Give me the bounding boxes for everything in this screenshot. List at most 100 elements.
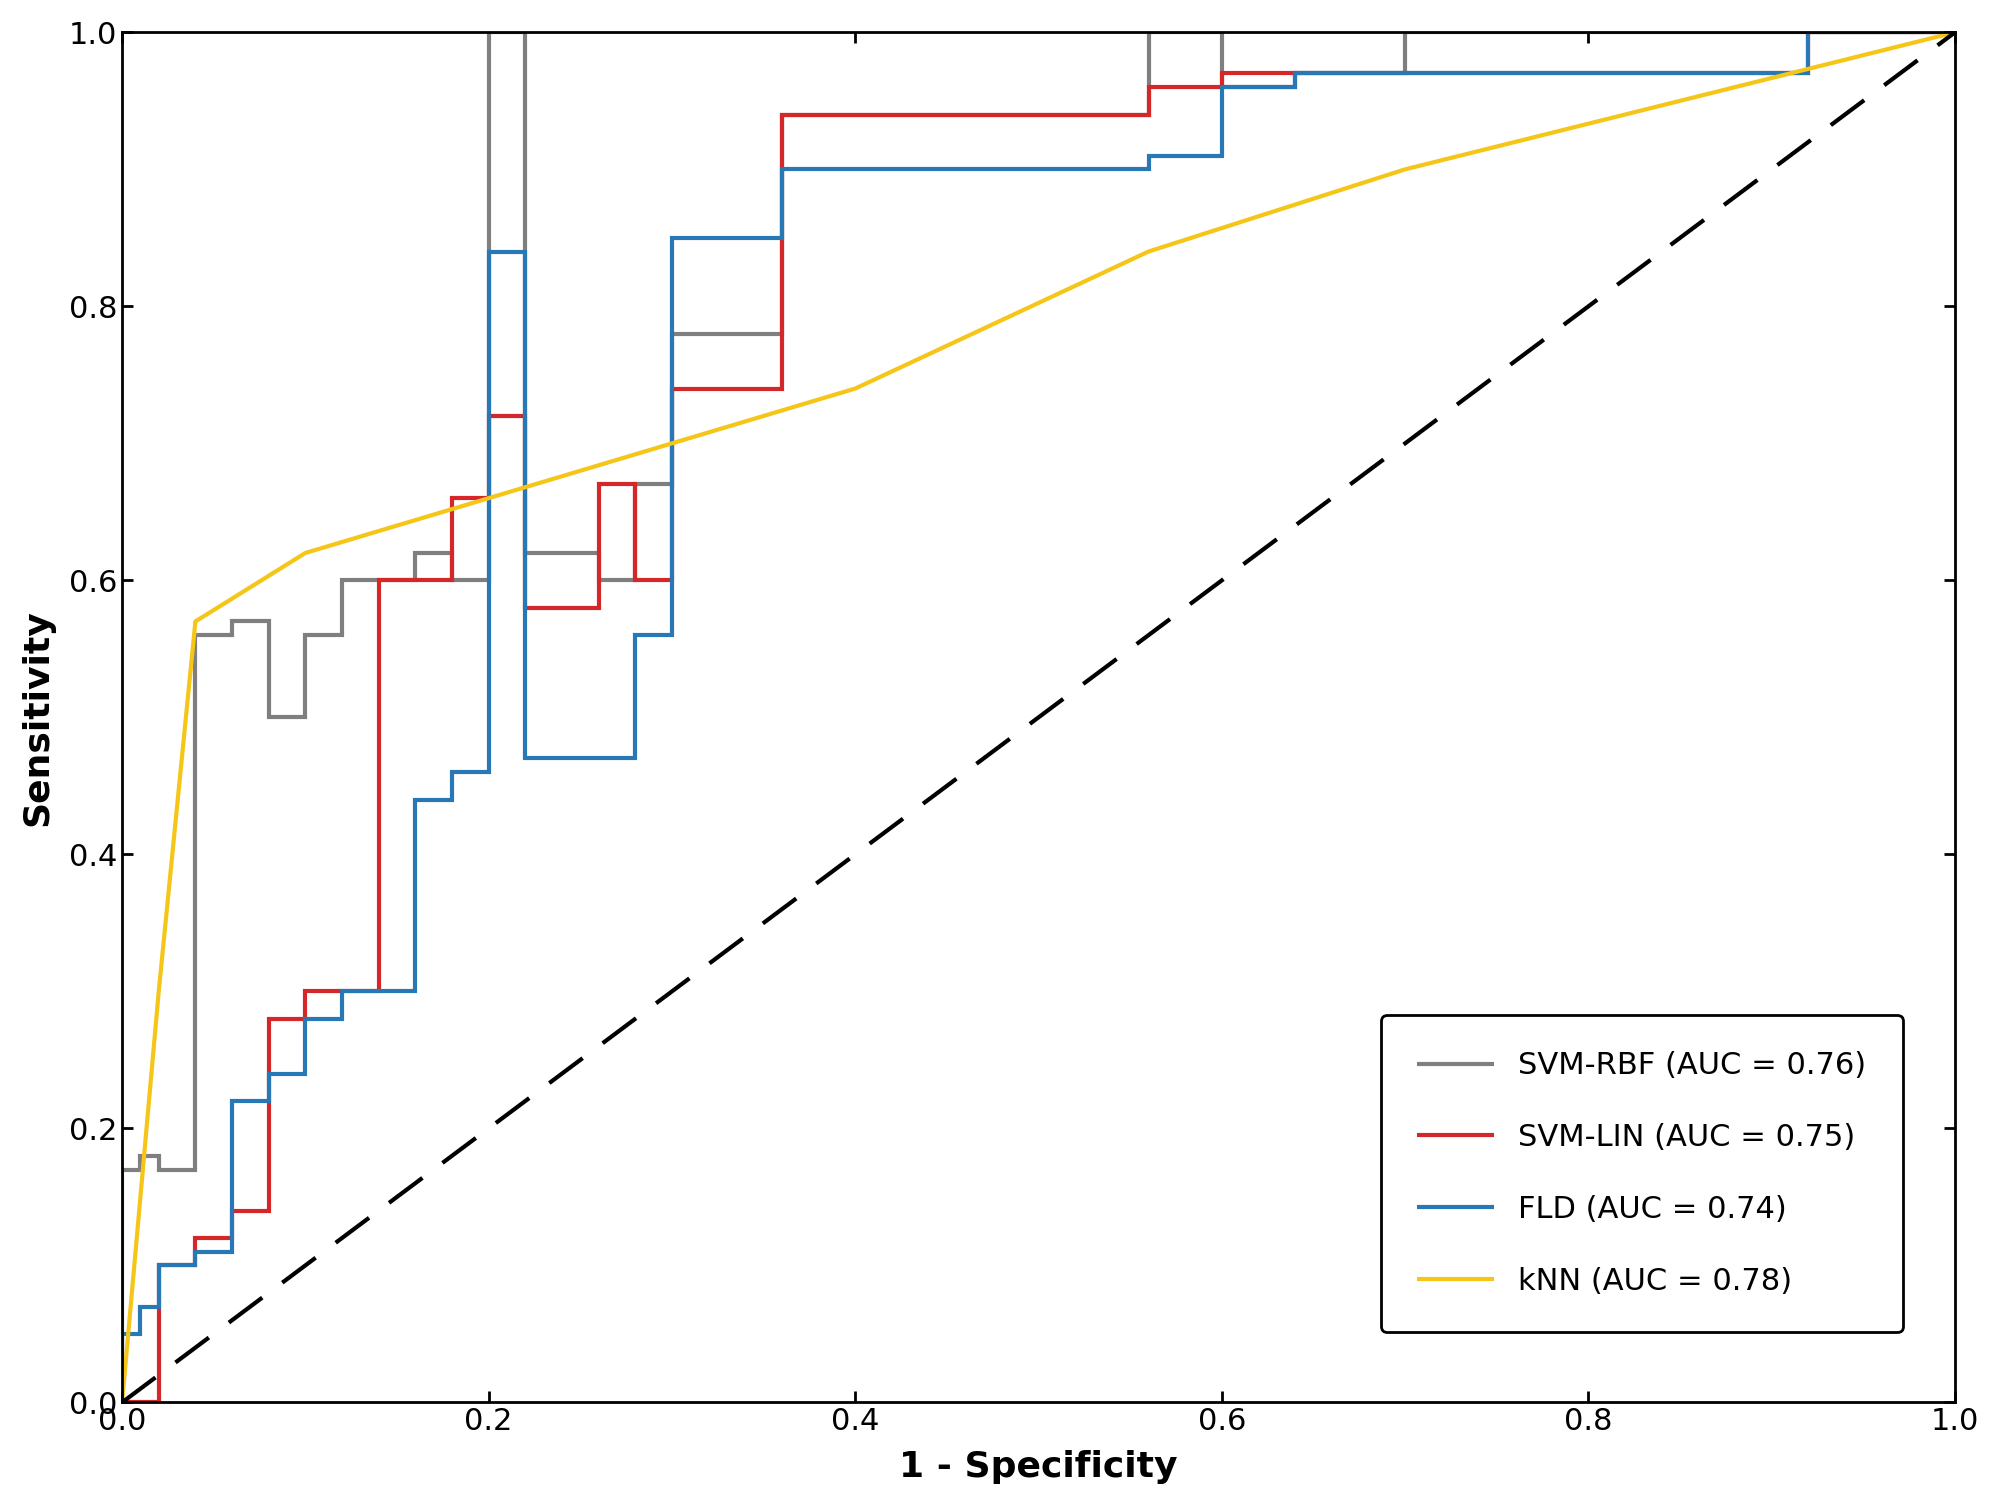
SVM-RBF (AUC = 0.76) (184, 626, 208, 644)
SVM-LIN (AUC = 0.75) (440, 572, 464, 590)
FLD (AUC = 0.74) (294, 1010, 318, 1028)
FLD (AUC = 0.74) (256, 1093, 280, 1111)
FLD (AUC = 0.74) (1210, 146, 1234, 164)
SVM-LIN (AUC = 0.75) (624, 572, 648, 590)
FLD (AUC = 0.74) (1942, 23, 1966, 41)
SVM-LIN (AUC = 0.75) (220, 1201, 244, 1219)
FLD (AUC = 0.74) (476, 242, 500, 260)
SVM-RBF (AUC = 0.76) (1394, 23, 1418, 41)
FLD (AUC = 0.74) (1136, 161, 1160, 179)
SVM-RBF (AUC = 0.76) (184, 1160, 208, 1178)
SVM-RBF (AUC = 0.76) (770, 325, 794, 343)
FLD (AUC = 0.74) (294, 1064, 318, 1082)
FLD (AUC = 0.74) (330, 1010, 354, 1028)
FLD (AUC = 0.74) (220, 1093, 244, 1111)
SVM-RBF (AUC = 0.76) (660, 476, 684, 494)
SVM-LIN (AUC = 0.75) (256, 1201, 280, 1219)
FLD (AUC = 0.74) (514, 242, 538, 260)
FLD (AUC = 0.74) (770, 161, 794, 179)
SVM-RBF (AUC = 0.76) (476, 23, 500, 41)
SVM-LIN (AUC = 0.75) (184, 1257, 208, 1275)
FLD (AUC = 0.74) (514, 749, 538, 768)
SVM-RBF (AUC = 0.76) (1136, 105, 1160, 123)
FLD (AUC = 0.74) (330, 983, 354, 1001)
SVM-LIN (AUC = 0.75) (146, 1394, 170, 1412)
FLD (AUC = 0.74) (476, 763, 500, 781)
FLD (AUC = 0.74) (624, 749, 648, 768)
kNN (AUC = 0.78) (844, 379, 868, 397)
FLD (AUC = 0.74) (128, 1297, 152, 1315)
SVM-RBF (AUC = 0.76) (624, 572, 648, 590)
SVM-RBF (AUC = 0.76) (1796, 23, 1820, 41)
kNN (AUC = 0.78) (294, 543, 318, 561)
FLD (AUC = 0.74) (440, 763, 464, 781)
SVM-RBF (AUC = 0.76) (256, 613, 280, 631)
SVM-LIN (AUC = 0.75) (110, 1394, 134, 1412)
kNN (AUC = 0.78) (660, 435, 684, 453)
FLD (AUC = 0.74) (184, 1243, 208, 1261)
SVM-RBF (AUC = 0.76) (404, 543, 428, 561)
kNN (AUC = 0.78) (1668, 92, 1692, 110)
X-axis label: 1 - Specificity: 1 - Specificity (900, 1451, 1178, 1484)
FLD (AUC = 0.74) (110, 1324, 134, 1342)
Line: FLD (AUC = 0.74): FLD (AUC = 0.74) (122, 32, 1954, 1403)
SVM-RBF (AUC = 0.76) (146, 1147, 170, 1165)
SVM-LIN (AUC = 0.75) (770, 105, 794, 123)
SVM-LIN (AUC = 0.75) (586, 476, 610, 494)
SVM-RBF (AUC = 0.76) (256, 709, 280, 727)
SVM-LIN (AUC = 0.75) (1136, 105, 1160, 123)
SVM-LIN (AUC = 0.75) (476, 489, 500, 507)
SVM-RBF (AUC = 0.76) (146, 1160, 170, 1178)
SVM-RBF (AUC = 0.76) (440, 543, 464, 561)
SVM-RBF (AUC = 0.76) (1210, 23, 1234, 41)
Line: kNN (AUC = 0.78): kNN (AUC = 0.78) (122, 32, 1954, 1403)
SVM-LIN (AUC = 0.75) (256, 1010, 280, 1028)
SVM-LIN (AUC = 0.75) (1210, 65, 1234, 83)
SVM-LIN (AUC = 0.75) (660, 379, 684, 397)
SVM-RBF (AUC = 0.76) (1284, 78, 1308, 96)
FLD (AUC = 0.74) (1284, 78, 1308, 96)
Line: SVM-RBF (AUC = 0.76): SVM-RBF (AUC = 0.76) (122, 32, 1954, 1403)
SVM-LIN (AUC = 0.75) (1942, 23, 1966, 41)
kNN (AUC = 0.78) (110, 1394, 134, 1412)
SVM-LIN (AUC = 0.75) (1796, 65, 1820, 83)
Line: SVM-LIN (AUC = 0.75): SVM-LIN (AUC = 0.75) (122, 32, 1954, 1403)
SVM-RBF (AUC = 0.76) (1284, 65, 1308, 83)
SVM-LIN (AUC = 0.75) (294, 983, 318, 1001)
FLD (AUC = 0.74) (404, 790, 428, 808)
FLD (AUC = 0.74) (256, 1064, 280, 1082)
SVM-RBF (AUC = 0.76) (514, 543, 538, 561)
SVM-LIN (AUC = 0.75) (294, 1010, 318, 1028)
SVM-LIN (AUC = 0.75) (1210, 78, 1234, 96)
SVM-LIN (AUC = 0.75) (476, 406, 500, 424)
FLD (AUC = 0.74) (624, 626, 648, 644)
SVM-LIN (AUC = 0.75) (366, 983, 390, 1001)
FLD (AUC = 0.74) (660, 626, 684, 644)
SVM-RBF (AUC = 0.76) (128, 1160, 152, 1178)
SVM-LIN (AUC = 0.75) (586, 599, 610, 617)
FLD (AUC = 0.74) (146, 1257, 170, 1275)
SVM-RBF (AUC = 0.76) (1796, 23, 1820, 41)
FLD (AUC = 0.74) (440, 790, 464, 808)
FLD (AUC = 0.74) (128, 1324, 152, 1342)
SVM-RBF (AUC = 0.76) (1136, 23, 1160, 41)
FLD (AUC = 0.74) (404, 983, 428, 1001)
SVM-RBF (AUC = 0.76) (220, 626, 244, 644)
kNN (AUC = 0.78) (184, 613, 208, 631)
SVM-LIN (AUC = 0.75) (366, 572, 390, 590)
SVM-RBF (AUC = 0.76) (1394, 65, 1418, 83)
FLD (AUC = 0.74) (184, 1257, 208, 1275)
FLD (AUC = 0.74) (1796, 23, 1820, 41)
SVM-RBF (AUC = 0.76) (586, 572, 610, 590)
SVM-LIN (AUC = 0.75) (514, 599, 538, 617)
SVM-RBF (AUC = 0.76) (770, 105, 794, 123)
SVM-RBF (AUC = 0.76) (476, 572, 500, 590)
FLD (AUC = 0.74) (1210, 78, 1234, 96)
Legend: SVM-RBF (AUC = 0.76), SVM-LIN (AUC = 0.75), FLD (AUC = 0.74), kNN (AUC = 0.78): SVM-RBF (AUC = 0.76), SVM-LIN (AUC = 0.7… (1380, 1014, 1904, 1332)
SVM-RBF (AUC = 0.76) (220, 613, 244, 631)
kNN (AUC = 0.78) (476, 489, 500, 507)
SVM-RBF (AUC = 0.76) (1210, 78, 1234, 96)
SVM-RBF (AUC = 0.76) (294, 709, 318, 727)
kNN (AUC = 0.78) (1136, 242, 1160, 260)
SVM-LIN (AUC = 0.75) (624, 476, 648, 494)
